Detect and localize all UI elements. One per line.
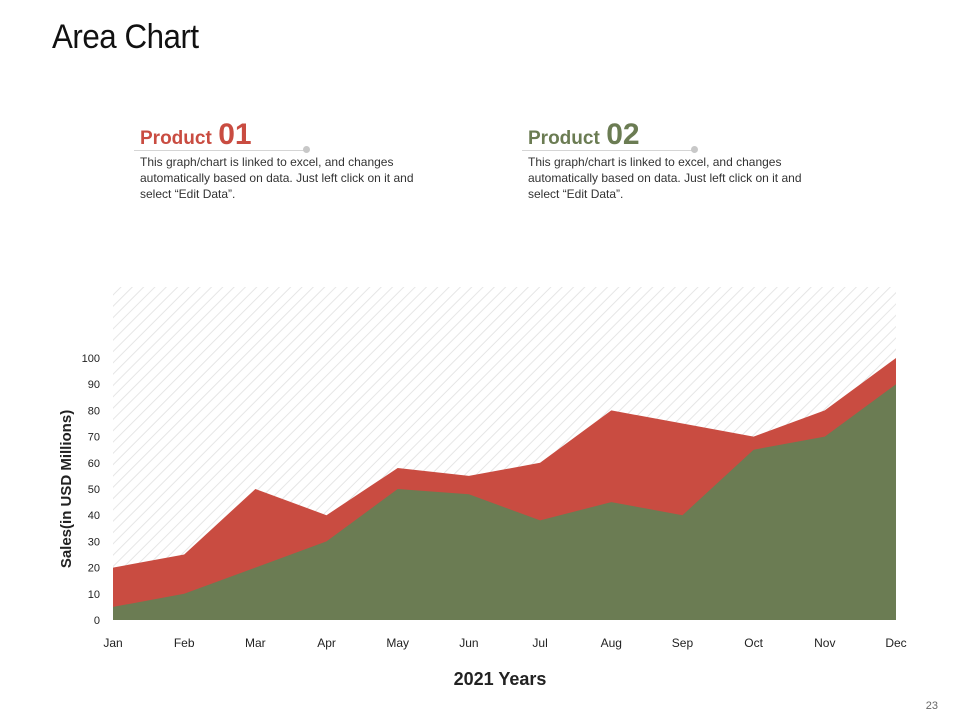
page-title: Area Chart bbox=[52, 18, 199, 56]
x-tick-label: Jan bbox=[103, 636, 122, 650]
x-tick-labels: Jan Feb Mar Apr May Jun Jul Aug Sep Oct Nov Dec bbox=[103, 636, 906, 650]
x-tick-label: Mar bbox=[245, 636, 266, 650]
y-tick-label: 90 bbox=[88, 379, 100, 391]
y-tick-label: 20 bbox=[88, 563, 100, 575]
product-01-name: Product bbox=[140, 128, 212, 149]
area-series-2 bbox=[113, 384, 896, 620]
product-02-block: Product 02 This graph/chart is linked to… bbox=[528, 118, 828, 202]
x-tick-label: May bbox=[386, 636, 409, 650]
product-02-description: This graph/chart is linked to excel, and… bbox=[528, 155, 802, 201]
product-01-heading: Product 01 bbox=[140, 118, 440, 151]
y-tick-label: 100 bbox=[82, 353, 100, 365]
x-tick-label: Sep bbox=[672, 636, 694, 650]
x-tick-label: Aug bbox=[601, 636, 622, 650]
y-tick-label: 70 bbox=[88, 432, 100, 444]
y-tick-label: 40 bbox=[88, 510, 100, 522]
product-01-description: This graph/chart is linked to excel, and… bbox=[140, 155, 414, 201]
y-tick-label: 10 bbox=[88, 589, 100, 601]
product-01-dot bbox=[303, 146, 310, 153]
y-tick-label: 80 bbox=[88, 405, 100, 417]
product-02-name: Product bbox=[528, 128, 600, 149]
product-01-rule bbox=[134, 150, 306, 151]
x-tick-label: Dec bbox=[885, 636, 906, 650]
y-tick-label: 50 bbox=[88, 484, 100, 496]
x-tick-label: Jun bbox=[459, 636, 478, 650]
y-tick-label: 60 bbox=[88, 458, 100, 470]
y-tick-label: 30 bbox=[88, 536, 100, 548]
product-01-number: 01 bbox=[218, 118, 252, 151]
x-tick-label: Nov bbox=[814, 636, 835, 650]
y-tick-labels: 0 10 20 30 40 50 60 70 80 90 100 bbox=[82, 353, 100, 627]
x-tick-label: Jul bbox=[532, 636, 547, 650]
product-02-dot bbox=[691, 146, 698, 153]
page-number: 23 bbox=[925, 700, 938, 712]
x-axis-title: 2021 Years bbox=[454, 669, 547, 689]
x-tick-label: Feb bbox=[174, 636, 195, 650]
y-tick-label: 0 bbox=[94, 615, 100, 627]
area-series-group bbox=[113, 358, 896, 620]
x-tick-label: Oct bbox=[744, 636, 763, 650]
x-tick-label: Apr bbox=[317, 636, 336, 650]
y-axis-title: Sales(in USD Millions) bbox=[58, 410, 75, 568]
product-01-block: Product 01 This graph/chart is linked to… bbox=[140, 118, 440, 202]
product-02-rule bbox=[522, 150, 694, 151]
product-02-heading: Product 02 bbox=[528, 118, 828, 151]
product-02-number: 02 bbox=[606, 118, 640, 151]
